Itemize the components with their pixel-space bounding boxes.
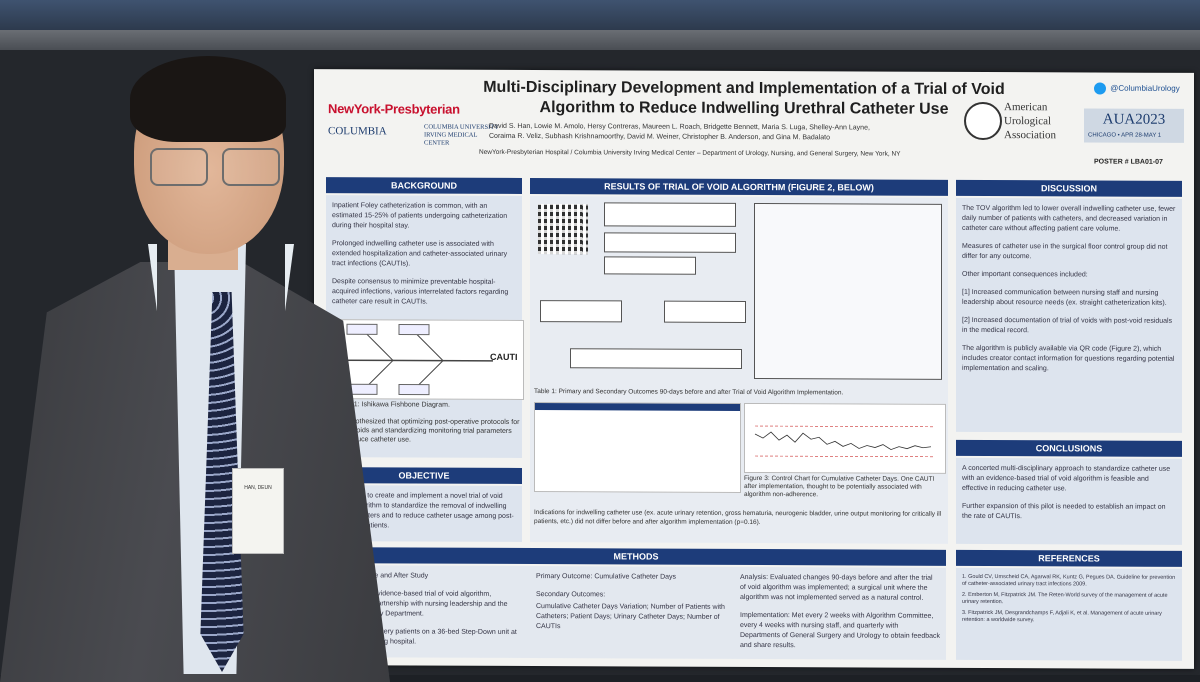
discussion-body: The TOV algorithm led to lower overall i… xyxy=(956,197,1182,433)
discussion-p4: [1] Increased communication between nurs… xyxy=(962,288,1167,307)
discussion-p6: The algorithm is publicly available via … xyxy=(962,344,1175,373)
name-badge: HAN, DEUN xyxy=(232,468,284,554)
references-body: 1. Gould CV, Umscheid CA, Agarwal RK, Ku… xyxy=(956,567,1182,661)
glasses-icon xyxy=(150,148,282,188)
conclusions-heading: CONCLUSIONS xyxy=(956,439,1182,457)
methods-col3: Analysis: Evaluated changes 90-days befo… xyxy=(740,573,940,660)
table1 xyxy=(534,402,741,493)
background-p1: Inpatient Foley catheterization is commo… xyxy=(332,202,508,230)
poster-rail xyxy=(0,30,1200,50)
poster-title: Multi-Disciplinary Development and Imple… xyxy=(434,78,1054,121)
figure1-caption: Figure 1: Ishikawa Fishbone Diagram. xyxy=(332,401,450,409)
conclusions-p1: A concerted multi-disciplinary approach … xyxy=(962,464,1171,493)
twitter-text: @ColumbiaUrology xyxy=(1110,83,1180,93)
flow-box-3 xyxy=(604,256,696,275)
reference-2: 2. Emberton M, Fitzpatrick JM. The Reten… xyxy=(962,591,1168,606)
table1-header xyxy=(535,403,740,411)
flow-box-4 xyxy=(540,300,622,323)
background-heading: BACKGROUND xyxy=(326,177,522,194)
methods-heading: METHODS xyxy=(326,547,946,566)
conclusions-p2: Further expansion of this pilot is neede… xyxy=(962,502,1166,521)
methods-secondary-items: Cumulative Catheter Days Variation; Numb… xyxy=(536,603,725,631)
methods-implementation: Implementation: Met every 2 weeks with A… xyxy=(740,611,941,650)
conclusions-body: A concerted multi-disciplinary approach … xyxy=(956,457,1182,545)
columbia-logo: COLUMBIA xyxy=(328,125,387,138)
authors-line2: Coraima R. Veliz, Subhash Krishnamoorthy… xyxy=(489,132,830,142)
glasses-left-lens xyxy=(150,148,208,186)
backdrop-top xyxy=(0,0,1200,30)
results-heading: RESULTS OF TRIAL OF VOID ALGORITHM (FIGU… xyxy=(530,178,948,196)
qr-code-overlay xyxy=(538,204,588,255)
poster-title-line2: Algorithm to Reduce Indwelling Urethral … xyxy=(539,99,949,118)
fishbone-diagram xyxy=(332,319,524,400)
flow-box-1 xyxy=(604,202,736,227)
discussion-p2: Measures of catheter use in the surgical… xyxy=(962,242,1168,261)
twitter-icon xyxy=(1094,82,1106,95)
methods-col2: Primary Outcome: Cumulative Catheter Day… xyxy=(536,572,726,641)
flow-box-right xyxy=(754,203,942,380)
methods-analysis: Analysis: Evaluated changes 90-days befo… xyxy=(740,573,933,602)
control-chart xyxy=(744,402,946,474)
poster-number: POSTER # LBA01-07 xyxy=(1094,158,1163,166)
methods-secondary-head: Secondary Outcomes: xyxy=(536,591,606,599)
reference-1: 1. Gould CV, Umscheid CA, Agarwal RK, Ku… xyxy=(962,573,1176,588)
methods-body: Design: Before and After Study Intervent… xyxy=(326,565,946,660)
poster-header: NewYork-Presbyterian COLUMBIA COLUMBIA U… xyxy=(314,69,1194,173)
indications-text: Indications for indwelling catheter use … xyxy=(534,509,942,527)
control-chart-svg xyxy=(754,425,935,458)
flow-box-6 xyxy=(570,348,742,369)
flow-box-2 xyxy=(604,232,736,253)
poster-authors: David S. Han, Lowie M. Amolo, Hersy Cont… xyxy=(489,122,969,144)
flow-box-5 xyxy=(664,300,746,323)
fishbone-cauti-label: CAUTI xyxy=(490,351,518,362)
fishbone-svg xyxy=(343,323,493,396)
background-p3: Despite consensus to minimize preventabl… xyxy=(332,278,509,306)
references-heading: REFERENCES xyxy=(956,549,1182,567)
discussion-p3: Other important consequences included: xyxy=(962,270,1088,279)
twitter-handle: @ColumbiaUrology xyxy=(1094,82,1180,95)
poster-title-line1: Multi-Disciplinary Development and Imple… xyxy=(483,78,1005,99)
methods-primary: Primary Outcome: Cumulative Catheter Day… xyxy=(536,573,677,581)
research-poster: NewYork-Presbyterian COLUMBIA COLUMBIA U… xyxy=(314,69,1194,669)
presenter-hair xyxy=(130,56,286,142)
figure3-caption: Figure 3: Control Chart for Cumulative C… xyxy=(744,474,935,499)
hypothesis-text: We hypothesized that optimizing post-ope… xyxy=(332,418,520,444)
discussion-p5: [2] Increased documentation of trial of … xyxy=(962,316,1173,335)
poster-affiliation: NewYork-Presbyterian Hospital / Columbia… xyxy=(479,148,901,158)
aua-name: American Urological Association xyxy=(1004,101,1056,142)
discussion-heading: DISCUSSION xyxy=(956,179,1182,197)
discussion-p1: The TOV algorithm led to lower overall i… xyxy=(962,204,1176,233)
aua-date: CHICAGO • APR 28-MAY 1 xyxy=(1088,132,1162,139)
background-p2: Prolonged indwelling catheter use is ass… xyxy=(332,240,508,268)
glasses-right-lens xyxy=(222,148,280,186)
aua-seal-icon xyxy=(964,101,1002,141)
reference-3: 3. Fitzpatrick JM, Desgrandchamps F, Adj… xyxy=(962,609,1162,624)
